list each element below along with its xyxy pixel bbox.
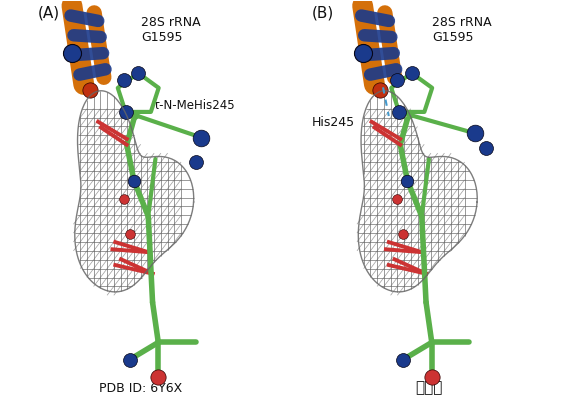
Text: 28S rRNA
G1595: 28S rRNA G1595 — [431, 16, 491, 44]
Polygon shape — [359, 91, 477, 292]
Text: 28S rRNA
G1595: 28S rRNA G1595 — [141, 16, 201, 44]
Text: His245: His245 — [311, 116, 355, 129]
Text: 本研究: 本研究 — [415, 381, 442, 396]
Text: PDB ID: 6Y6X: PDB ID: 6Y6X — [100, 383, 183, 396]
Text: τ-N-MeHis245: τ-N-MeHis245 — [153, 99, 235, 112]
Polygon shape — [75, 91, 194, 292]
Text: (A): (A) — [38, 6, 60, 21]
Text: (B): (B) — [311, 6, 333, 21]
